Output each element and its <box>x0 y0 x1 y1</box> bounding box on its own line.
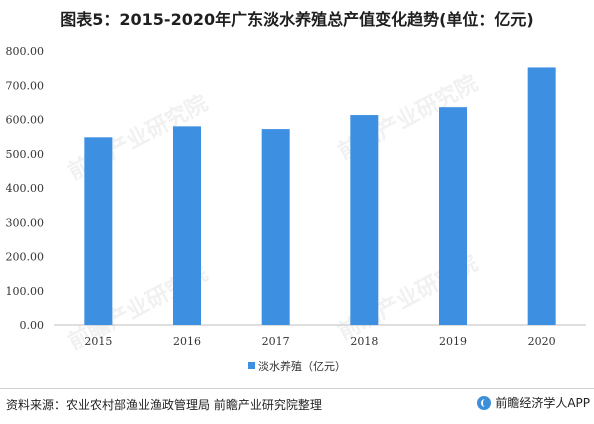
y-tick-label: 100.00 <box>6 285 45 298</box>
chart-title: 图表5：2015-2020年广东淡水养殖总产值变化趋势(单位：亿元) <box>60 10 534 29</box>
y-tick-label: 700.00 <box>6 79 45 92</box>
y-tick-label: 400.00 <box>6 182 45 195</box>
y-axis-ticks: 0.00 100.00 200.00 300.00 400.00 500.00 600.00… <box>6 45 45 332</box>
x-tick-label: 2015 <box>84 335 112 348</box>
y-tick-label: 500.00 <box>6 148 45 161</box>
bar-2018 <box>350 115 379 325</box>
brand-label: 前瞻经济学人APP <box>495 396 590 410</box>
x-axis-ticks: 2015 2016 2017 2018 2019 2020 <box>84 335 555 348</box>
x-tick-label: 2018 <box>350 335 378 348</box>
y-tick-label: 200.00 <box>6 251 45 264</box>
legend: 淡水养殖（亿元） <box>248 359 346 373</box>
brand: 前瞻经济学人APP <box>477 394 590 411</box>
y-tick-label: 800.00 <box>6 45 45 58</box>
y-tick-label: 0.00 <box>20 319 45 332</box>
x-tick-label: 2016 <box>173 335 201 348</box>
bar-2020 <box>527 67 556 325</box>
x-tick-label: 2019 <box>439 335 467 348</box>
footer-divider <box>0 388 594 389</box>
x-tick-label: 2020 <box>528 335 556 348</box>
bar-2019 <box>439 107 467 325</box>
legend-label: 淡水养殖（亿元） <box>258 359 346 373</box>
y-tick-label: 300.00 <box>6 216 45 229</box>
brand-logo-icon <box>477 395 492 410</box>
source-note: 资料来源：农业农村部渔业渔政管理局 前瞻产业研究院整理 <box>6 398 322 412</box>
bar-2016 <box>173 126 201 325</box>
bars <box>84 67 556 325</box>
y-tick-label: 600.00 <box>6 114 45 127</box>
bar-2017 <box>261 129 290 325</box>
x-tick-label: 2017 <box>262 335 290 348</box>
bar-2015 <box>84 137 113 325</box>
legend-swatch <box>248 362 255 369</box>
